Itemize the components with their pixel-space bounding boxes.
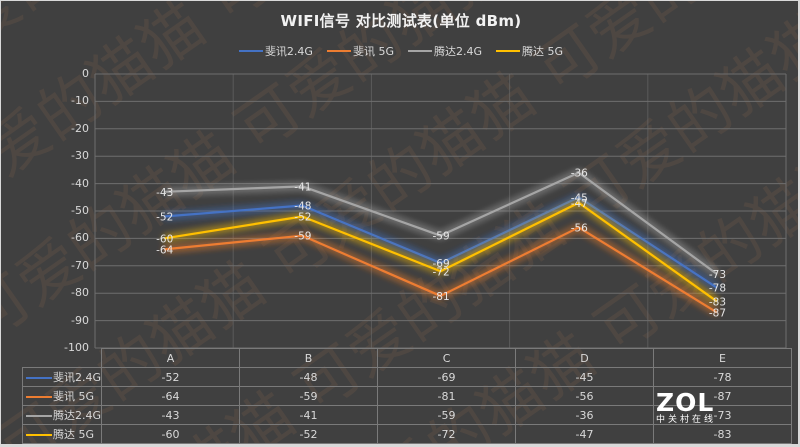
table-column-header: E	[653, 348, 793, 368]
data-label: -47	[571, 198, 588, 210]
legend-item[interactable]: 腾达2.4G	[408, 43, 482, 59]
data-label: -48	[294, 201, 311, 213]
table-cell: -60	[101, 424, 241, 444]
data-label: -59	[294, 231, 311, 243]
table-column-header: B	[239, 348, 379, 368]
legend-label: 腾达2.4G	[434, 45, 483, 58]
data-label: -52	[156, 211, 173, 223]
table-cell: -78	[653, 367, 793, 387]
table-cell: -47	[515, 424, 655, 444]
data-label: -36	[571, 168, 588, 180]
data-labels: -43 -41 -59 -36 -73	[156, 168, 726, 281]
row-label-text: 腾达2.4G	[53, 409, 102, 422]
data-label: -72	[433, 266, 450, 278]
table-cell: -36	[515, 405, 655, 425]
table-row: 腾达 5G -60 -52 -72 -47 -83	[21, 424, 793, 444]
y-tick-label: -100	[64, 341, 89, 354]
data-label: -43	[156, 187, 173, 199]
table-cell: -52	[239, 424, 379, 444]
y-tick-label: -20	[71, 121, 89, 135]
y-tick-label: -80	[71, 286, 89, 300]
table-cell: -48	[239, 367, 379, 387]
table-cell: -59	[377, 405, 517, 425]
data-label: -56	[571, 222, 588, 234]
table-cell: -64	[101, 386, 241, 406]
y-tick-label: -40	[71, 176, 89, 190]
table-cell: -41	[239, 405, 379, 425]
series-line[interactable]	[164, 171, 718, 275]
legend-item[interactable]: 斐讯2.4G	[238, 43, 313, 59]
data-label: -83	[709, 296, 726, 308]
table-cell: -73	[653, 405, 793, 425]
y-tick-label: -70	[71, 258, 89, 272]
table-cell: -83	[653, 424, 793, 444]
y-tick-label: -90	[71, 313, 89, 327]
table-cell: -56	[515, 386, 655, 406]
legend-item[interactable]: 斐讯 5G	[326, 43, 394, 59]
legend-swatch	[496, 50, 521, 52]
table-cell: -72	[377, 424, 517, 444]
row-label-text: 腾达 5G	[53, 428, 95, 441]
data-label: -87	[709, 307, 726, 319]
data-label: -45	[571, 192, 588, 204]
data-label: -59	[433, 231, 450, 243]
legend-label: 斐讯 5G	[352, 45, 394, 58]
chart-title: WIFI信号 对比测试表(单位 dBm)	[280, 12, 522, 30]
data-table: A B C D E 斐讯2.4G -52 -48 -69 -45 -78 斐讯 5G -64 -59 -81…	[21, 348, 793, 444]
row-label-text: 斐讯2.4G	[53, 371, 102, 384]
table-column-header: A	[101, 348, 241, 368]
table-row-label: 斐讯2.4G	[21, 367, 103, 387]
legend-swatch	[326, 50, 351, 52]
chart-legend: 斐讯2.4G 斐讯 5G 腾达2.4G 腾达 5G	[1, 43, 798, 59]
data-label: -73	[709, 269, 726, 281]
legend-key-swatch	[26, 415, 52, 417]
data-label: -41	[294, 181, 311, 193]
data-label: -60	[156, 233, 173, 245]
table-cell: -43	[101, 405, 241, 425]
y-tick-label: -50	[71, 204, 89, 217]
table-row-label: 腾达 5G	[21, 424, 103, 444]
table-cell: -52	[101, 367, 241, 387]
series-line[interactable]	[163, 201, 718, 303]
table-row-label: 斐讯 5G	[21, 386, 103, 406]
table-cell: -87	[653, 386, 793, 406]
data-label: -64	[156, 244, 173, 256]
y-tick-label: -60	[71, 231, 89, 245]
data-labels: -64 -59 -81 -56 -87	[156, 222, 726, 319]
table-column-header: D	[515, 348, 655, 368]
table-column-header: C	[377, 348, 517, 368]
table-cell: -59	[239, 386, 379, 406]
table-row: 腾达2.4G -43 -41 -59 -36 -73	[21, 405, 793, 425]
data-labels: -60 -52 -72 -47 -83	[156, 198, 726, 309]
y-tick-label: 0	[82, 67, 89, 80]
legend-swatch	[238, 50, 263, 52]
legend-label: 腾达 5G	[522, 45, 564, 58]
series-line[interactable]	[164, 196, 718, 289]
data-label: -69	[433, 258, 450, 270]
row-label-text: 斐讯 5G	[53, 390, 95, 403]
table-row: 斐讯2.4G -52 -48 -69 -45 -78	[21, 367, 793, 387]
data-label: -52	[294, 211, 311, 223]
gridlines	[94, 73, 787, 349]
table-cell: -45	[515, 367, 655, 387]
table-cell: -81	[377, 386, 517, 406]
legend-label: 斐讯2.4G	[264, 45, 313, 58]
legend-swatch	[408, 50, 432, 52]
legend-key-swatch	[26, 377, 52, 379]
y-tick-label: -10	[71, 94, 89, 108]
data-label: -78	[709, 283, 726, 295]
legend-key-swatch	[26, 434, 52, 436]
y-tick-label: -30	[71, 149, 89, 163]
table-row: 斐讯 5G -64 -59 -81 -56 -87	[21, 386, 793, 406]
data-label: -81	[433, 291, 450, 303]
legend-item[interactable]: 腾达 5G	[496, 43, 563, 59]
legend-key-swatch	[26, 396, 52, 398]
data-labels: -52-48-69-45-78	[156, 192, 726, 294]
table-cell: -69	[377, 367, 517, 387]
series-line[interactable]	[163, 226, 718, 314]
table-row-label: 腾达2.4G	[21, 405, 103, 425]
